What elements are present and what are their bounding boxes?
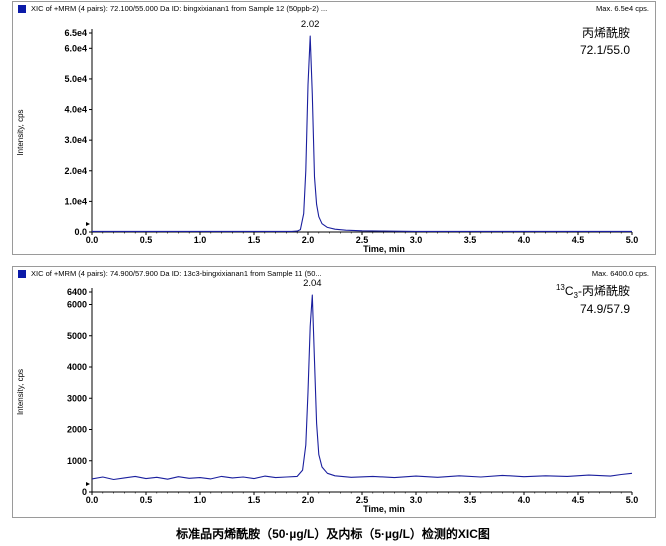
x-tick-label: 3.0 bbox=[410, 495, 423, 505]
x-tick-label: 4.5 bbox=[572, 235, 585, 245]
chart-header-top: XIC of +MRM (4 pairs): 72.100/55.000 Da … bbox=[13, 2, 655, 16]
x-tick-label: 0.0 bbox=[86, 495, 99, 505]
y-tick-label: 1000 bbox=[67, 456, 87, 466]
chart-plot-top: 0.0 0.5 1.0 1.5 2.0 2.5 3.0 3.5 4.0 4.5 5.0 0.0 1.0e… bbox=[16, 19, 639, 254]
x-tick-label: 2.0 bbox=[302, 495, 315, 505]
y-tick-label: 2000 bbox=[67, 425, 87, 435]
y-axis-title: Intensity, cps bbox=[16, 369, 25, 415]
y-tick-label: 3.0e4 bbox=[64, 135, 87, 145]
x-tick-label: 5.0 bbox=[626, 235, 639, 245]
compound-name-label: 13C3-丙烯酰胺 bbox=[556, 283, 630, 300]
x-tick-label: 2.0 bbox=[302, 235, 315, 245]
chart-panel-top: XIC of +MRM (4 pairs): 72.100/55.000 Da … bbox=[12, 1, 656, 255]
x-tick-label: 0.5 bbox=[140, 495, 153, 505]
chart-panel-bottom: XIC of +MRM (4 pairs): 74.900/57.900 Da … bbox=[12, 266, 656, 518]
x-tick-label: 4.5 bbox=[572, 495, 585, 505]
x-tick-label: 3.5 bbox=[464, 495, 477, 505]
y-tick-label: 4.0e4 bbox=[64, 105, 87, 115]
x-tick-label: 4.0 bbox=[518, 495, 531, 505]
x-tick-label: 2.5 bbox=[356, 235, 369, 245]
y-tick-label: 2.0e4 bbox=[64, 166, 87, 176]
x-tick-label: 1.0 bbox=[194, 495, 207, 505]
x-tick-label: 1.5 bbox=[248, 495, 261, 505]
y-tick-label: 5000 bbox=[67, 331, 87, 341]
chart-header-text: XIC of +MRM (4 pairs): 74.900/57.900 Da … bbox=[31, 269, 322, 278]
y-tick-label: 6400 bbox=[67, 287, 87, 297]
compound-name-label: 丙烯酰胺 bbox=[582, 26, 630, 40]
series-line bbox=[92, 35, 632, 232]
y-tick-label: 3000 bbox=[67, 393, 87, 403]
x-tick-label: 0.5 bbox=[140, 235, 153, 245]
baseline-marker-icon bbox=[86, 482, 90, 486]
chart-plot-bottom: 0.0 0.5 1.0 1.5 2.0 2.5 3.0 3.5 4.0 4.5 5.0 0 1000 20… bbox=[16, 278, 639, 514]
y-tick-label: 1.0e4 bbox=[64, 196, 87, 206]
x-tick-label: 1.0 bbox=[194, 235, 207, 245]
transition-label: 72.1/55.0 bbox=[580, 43, 630, 57]
figure-caption: 标准品丙烯酰胺（50·µg/L）及内标（5·µg/L）检测的XIC图 bbox=[176, 527, 490, 541]
x-axis-title: Time, min bbox=[363, 504, 405, 514]
y-tick-label: 0.0 bbox=[74, 227, 87, 237]
max-intensity-label: Max. 6400.0 cps. bbox=[591, 269, 649, 278]
x-tick-label: 0.0 bbox=[86, 235, 99, 245]
y-tick-label: 6.0e4 bbox=[64, 43, 87, 53]
x-axis-title: Time, min bbox=[363, 244, 405, 254]
max-intensity-label: Max. 6.5e4 cps. bbox=[596, 4, 649, 13]
chart-header-text: XIC of +MRM (4 pairs): 72.100/55.000 Da … bbox=[31, 4, 328, 13]
y-tick-label: 0 bbox=[82, 487, 87, 497]
transition-label: 74.9/57.9 bbox=[580, 302, 630, 316]
peak-label: 2.02 bbox=[301, 19, 320, 30]
series-color-square-icon bbox=[18, 270, 26, 278]
y-tick-label: 6.5e4 bbox=[64, 28, 87, 38]
x-tick-label: 4.0 bbox=[518, 235, 531, 245]
y-tick-label: 5.0e4 bbox=[64, 74, 87, 84]
y-tick-label: 4000 bbox=[67, 362, 87, 372]
series-line bbox=[91, 294, 633, 481]
chart-header-bottom: XIC of +MRM (4 pairs): 74.900/57.900 Da … bbox=[13, 267, 655, 281]
baseline-marker-icon bbox=[86, 222, 90, 226]
x-tick-label: 3.5 bbox=[464, 235, 477, 245]
x-tick-label: 3.0 bbox=[410, 235, 423, 245]
x-tick-label: 5.0 bbox=[626, 495, 639, 505]
series-color-square-icon bbox=[18, 5, 26, 13]
x-tick-label: 2.5 bbox=[356, 495, 369, 505]
y-tick-label: 6000 bbox=[67, 300, 87, 310]
y-axis-title: Intensity, cps bbox=[16, 109, 25, 155]
x-tick-label: 1.5 bbox=[248, 235, 261, 245]
peak-label: 2.04 bbox=[303, 278, 322, 289]
